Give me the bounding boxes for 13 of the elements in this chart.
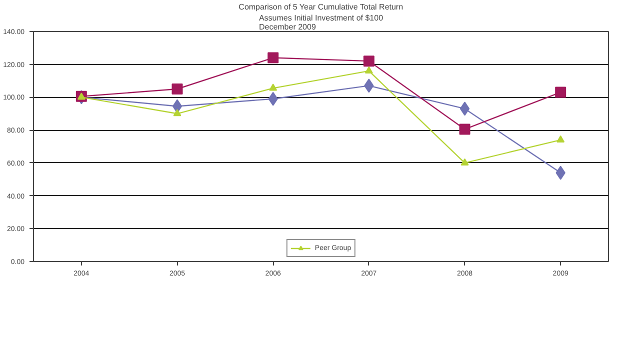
chart-subtitle: Assumes Initial Investment of $100 December 2009 — [258, 14, 384, 32]
point — [173, 109, 182, 116]
point — [172, 84, 183, 94]
point — [460, 158, 469, 166]
point — [364, 66, 373, 74]
point — [556, 135, 565, 142]
point — [269, 84, 278, 91]
point — [555, 86, 566, 98]
point — [268, 52, 279, 64]
point — [460, 102, 470, 116]
chart-title: Comparison of 5 Year Cumulative Total Return — [238, 2, 404, 12]
point — [459, 124, 470, 135]
point — [363, 56, 374, 67]
